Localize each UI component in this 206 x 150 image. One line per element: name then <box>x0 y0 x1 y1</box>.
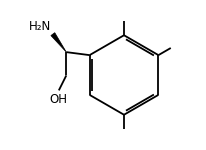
Text: OH: OH <box>50 93 68 106</box>
Text: H₂N: H₂N <box>29 20 51 33</box>
Polygon shape <box>51 33 66 52</box>
